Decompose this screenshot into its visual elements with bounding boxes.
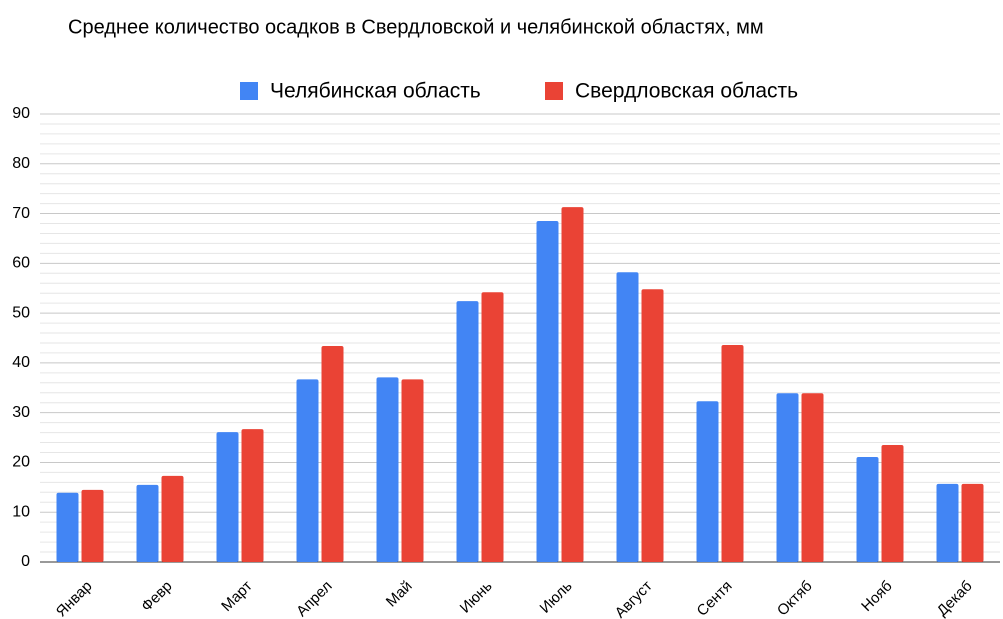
bar [321,345,344,562]
y-tick-label: 60 [12,255,30,272]
chart-title: Среднее количество осадков в Свердловско… [68,16,764,38]
legend-swatch [545,82,563,100]
x-tick-label: Октяб [774,578,816,619]
bar [401,379,424,562]
y-tick-label: 80 [12,155,30,172]
x-tick-label: Июль [537,577,576,616]
bar [216,432,239,562]
bar [296,379,319,562]
x-tick-label: Февр [138,578,176,616]
bar [936,483,959,562]
bar [81,489,104,562]
bar [801,393,824,562]
x-tick-label: Май [383,578,416,611]
bar [376,377,399,562]
x-tick-label: Август [612,578,656,619]
bar [721,344,744,562]
bar [161,475,184,562]
y-tick-label: 40 [12,354,30,371]
bar [856,456,879,562]
x-tick-label: Сентя [694,578,736,619]
bar [241,429,264,562]
y-tick-label: 70 [12,205,30,222]
x-tick-label: Январ [53,578,96,619]
bar [536,221,559,562]
y-tick-label: 20 [12,454,30,471]
x-tick-label: Март [218,578,255,615]
bar [616,272,639,562]
bar [961,483,984,562]
bar [456,301,479,562]
y-tick-label: 50 [12,304,30,321]
bar [56,492,79,562]
legend-label: Челябинская область [270,80,481,103]
bar [776,393,799,562]
bar [641,289,664,562]
y-tick-label: 90 [12,105,30,122]
legend-swatch [240,82,258,100]
y-tick-label: 10 [12,503,30,520]
y-tick-label: 30 [12,404,30,421]
bar [481,292,504,562]
legend-label: Свердловская область [575,80,798,103]
bar [136,484,159,562]
x-tick-label: Нояб [858,578,895,615]
bar [561,207,584,562]
bar [696,401,719,562]
x-tick-label: Декаб [934,578,976,619]
x-tick-label: Апрел [293,578,335,619]
bar [881,445,904,562]
y-tick-label: 0 [21,553,30,570]
x-tick-label: Июнь [457,577,496,616]
